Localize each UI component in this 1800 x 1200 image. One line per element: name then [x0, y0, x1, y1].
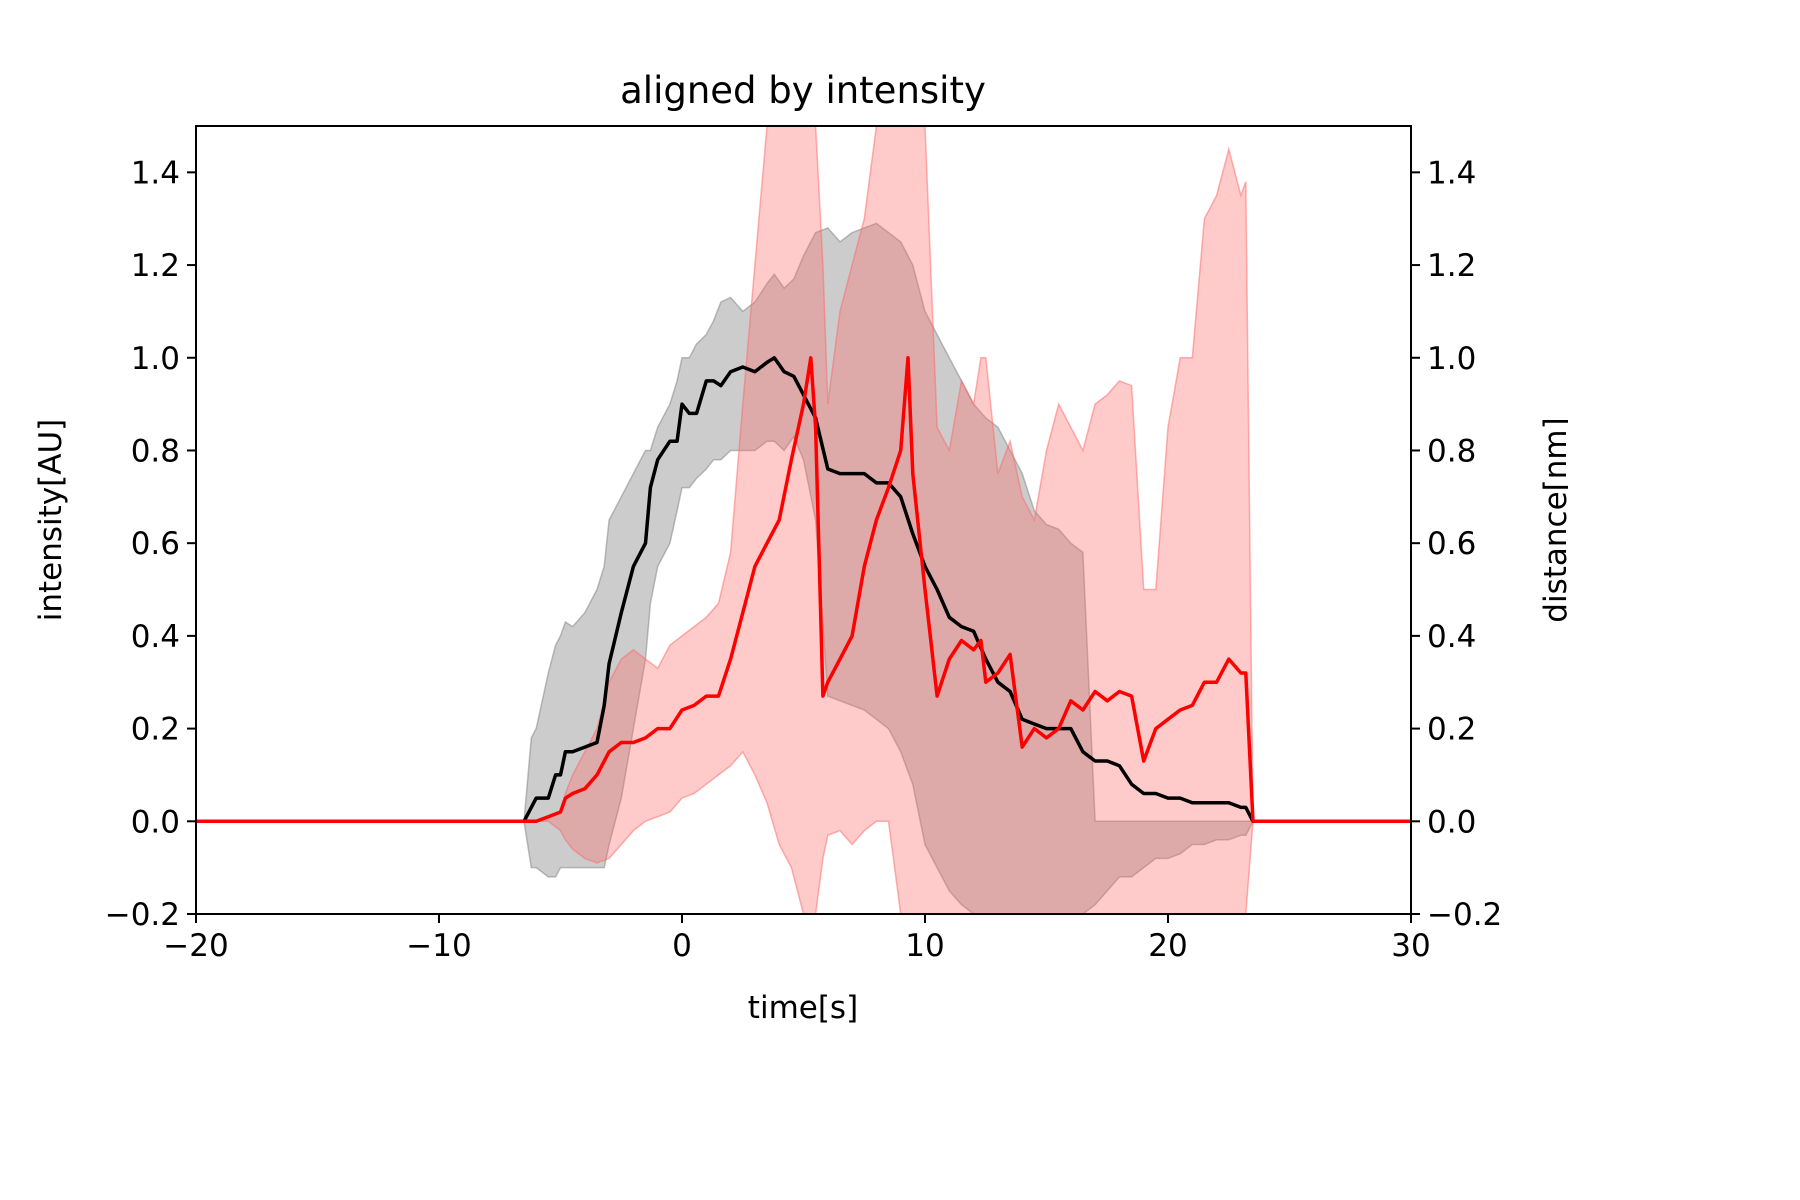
y-tick-label-left: 0.2	[131, 712, 180, 748]
y-tick-label-right: 0.4	[1427, 619, 1476, 655]
y-axis-right: −0.2 0.0 0.2 0.4 0.6 0.8 1.0 1.2 1.4	[1411, 155, 1502, 933]
y-tick-label-right: −0.2	[1427, 897, 1502, 933]
series-2-line	[196, 356, 1411, 824]
y-tick-label-left: 0.4	[131, 619, 180, 655]
x-axis: −20 −10 0 10 20 30	[163, 914, 1431, 964]
x-tick-label: −20	[163, 928, 228, 964]
y-tick-label-left: 0.8	[131, 433, 180, 469]
y-tick-label-right: 1.2	[1427, 248, 1476, 284]
y-axis-label-left: intensity[AU]	[33, 419, 69, 621]
x-tick-label: −10	[406, 928, 471, 964]
y-tick-label-left: 1.2	[131, 248, 180, 284]
y-tick-label-right: 0.2	[1427, 712, 1476, 748]
series-1-band	[196, 222, 1411, 914]
plot-area	[196, 126, 1411, 914]
chart: aligned by intensity −20 −10 0 10 20 30 −0.2 0…	[33, 69, 1568, 1026]
y-tick-label-left: 1.0	[131, 341, 180, 377]
y-tick-label-right: 0.0	[1427, 804, 1476, 840]
y-axis-label-right: distance[nm]	[1538, 417, 1568, 622]
y-tick-label-left: 0.6	[131, 526, 180, 562]
y-tick-label-right: 0.8	[1427, 433, 1476, 469]
plot-frame	[195, 125, 1412, 915]
x-tick-label: 10	[905, 928, 944, 964]
x-tick-label: 20	[1148, 928, 1187, 964]
y-tick-label-left: −0.2	[105, 897, 180, 933]
y-tick-label-right: 1.0	[1427, 341, 1476, 377]
x-tick-label: 0	[672, 928, 692, 964]
y-tick-label-right: 0.6	[1427, 526, 1476, 562]
y-tick-label-left: 1.4	[131, 155, 180, 191]
y-tick-label-right: 1.4	[1427, 155, 1476, 191]
y-axis-left: −0.2 0.0 0.2 0.4 0.6 0.8 1.0 1.2 1.4	[105, 155, 196, 933]
x-tick-label: 30	[1391, 928, 1430, 964]
series-1-line	[196, 356, 1411, 824]
y-tick-label-left: 0.0	[131, 804, 180, 840]
x-axis-label: time[s]	[748, 990, 858, 1026]
series-2-band	[196, 126, 1411, 914]
chart-title: aligned by intensity	[620, 69, 986, 112]
